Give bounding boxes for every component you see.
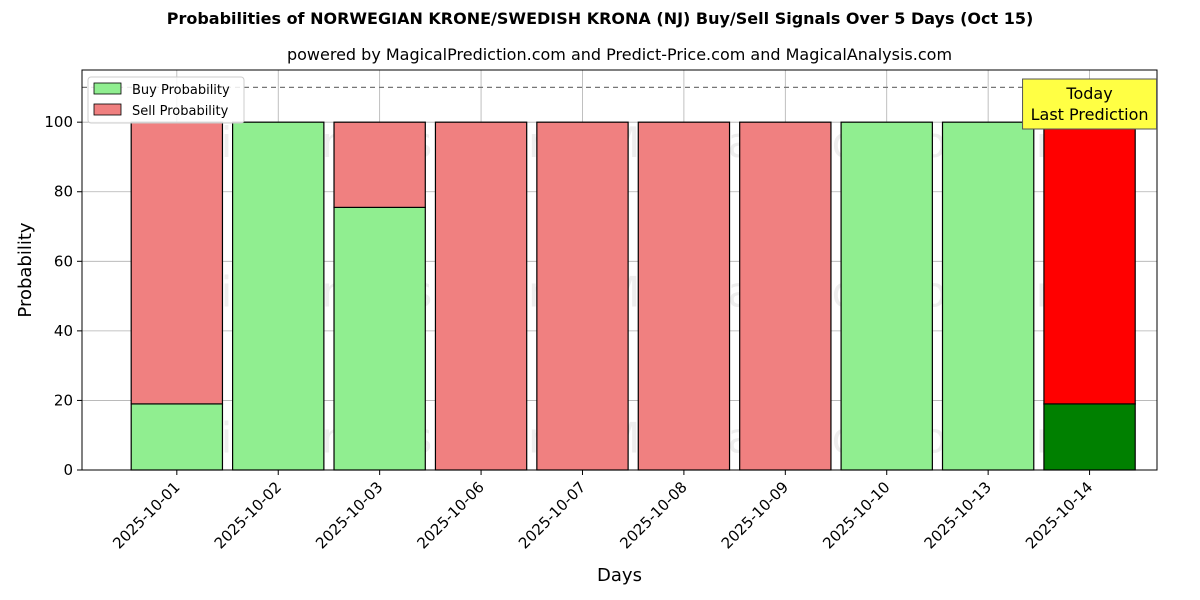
x-tick-label: 2025-10-03 [312, 478, 386, 552]
legend: Buy Probability Sell Probability [87, 76, 245, 124]
legend-label-sell: Sell Probability [132, 104, 229, 119]
x-tick-label: 2025-10-09 [718, 478, 792, 552]
legend-box [87, 76, 245, 124]
legend-label-buy: Buy Probability [132, 83, 230, 98]
x-tick-label: 2025-10-14 [1022, 478, 1096, 552]
x-axis-label: Days [597, 565, 642, 586]
chart-title: Probabilities of NORWEGIAN KRONE/SWEDISH… [166, 9, 1034, 28]
y-axis-ticks: 0 20 40 60 80 100 [44, 113, 82, 479]
plot-frame [81, 69, 1158, 471]
today-annotation-box [1022, 78, 1158, 130]
today-annotation-line1: Today [1065, 84, 1112, 103]
today-annotation-line2: Last Prediction [1031, 105, 1149, 124]
y-tick-label: 20 [54, 391, 73, 409]
x-tick-label: 2025-10-07 [515, 478, 589, 552]
x-tick-label: 2025-10-02 [211, 478, 285, 552]
bar-sell-2025-10-03 [333, 121, 426, 208]
y-tick-label: 100 [44, 113, 73, 131]
legend-swatch-sell [93, 103, 122, 116]
y-tick-label: 40 [54, 322, 73, 340]
bar-sell-2025-10-09 [739, 121, 832, 471]
chart-subtitle: powered by MagicalPrediction.com and Pre… [286, 45, 953, 64]
bar-sell-2025-10-01 [130, 121, 224, 405]
bar-buy-2025-10-01 [130, 403, 224, 471]
bar-buy-2025-10-02 [232, 121, 325, 471]
bar-buy-2025-10-14 [1043, 403, 1136, 471]
y-axis-label: Probability [15, 222, 36, 317]
x-tick-label: 2025-10-08 [616, 478, 690, 552]
x-tick-label: 2025-10-10 [819, 478, 893, 552]
bar-sell-2025-10-08 [637, 121, 731, 471]
x-tick-label: 2025-10-06 [414, 478, 488, 552]
x-tick-label: 2025-10-01 [109, 478, 183, 552]
y-tick-label: 60 [54, 252, 73, 270]
bar-sell-2025-10-14 [1043, 121, 1136, 405]
today-annotation: Today Last Prediction [1022, 78, 1158, 130]
x-axis-ticks: 2025-10-01 2025-10-02 2025-10-03 2025-10-06… [109, 470, 1096, 552]
bar-buy-2025-10-10 [840, 121, 933, 471]
legend-swatch-buy [93, 82, 122, 95]
y-tick-label: 0 [63, 461, 73, 479]
y-tick-label: 80 [54, 183, 73, 201]
bars [130, 121, 1136, 471]
bar-buy-2025-10-13 [941, 121, 1035, 471]
x-tick-label: 2025-10-13 [921, 478, 995, 552]
bar-sell-2025-10-06 [434, 121, 528, 471]
bar-sell-2025-10-07 [536, 121, 629, 471]
bar-buy-2025-10-03 [333, 206, 426, 471]
